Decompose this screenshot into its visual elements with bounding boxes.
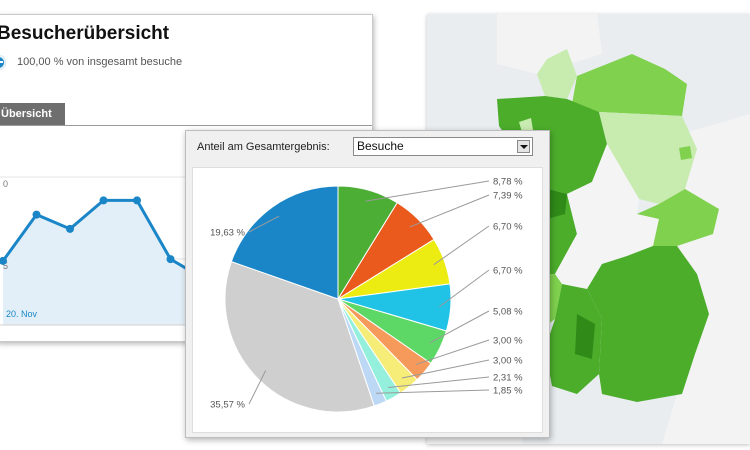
map-region-th <box>602 214 659 264</box>
pie-slice-label: 6,70 % <box>493 266 523 277</box>
pie-leader-line <box>402 359 490 379</box>
pie-slice-label: 7,39 % <box>493 191 523 202</box>
pie-slice-label: 19,63 % <box>210 228 245 239</box>
pie-leader-line <box>433 225 490 266</box>
visits-series-icon[interactable] <box>0 55 6 70</box>
map-region-mv <box>572 54 687 116</box>
pie-chart: 8,78 % 7,39 % 6,70 % 6,70 % 5,08 % 3,00 % 3,00… <box>210 177 523 413</box>
pie-slice[interactable] <box>224 260 375 413</box>
tab-divider <box>0 125 372 126</box>
pie-leader-line <box>388 376 490 388</box>
visits-line-chart: 0 5 20. Nov <box>0 176 192 326</box>
map-neighbor-north <box>497 14 602 74</box>
map-region-by <box>587 246 709 402</box>
chevron-down-icon[interactable] <box>517 140 530 153</box>
y-tick-label: 0 <box>3 179 8 189</box>
map-region-he <box>555 182 609 289</box>
tab-overview[interactable]: Übersicht <box>0 103 65 125</box>
pie-leader-line <box>429 310 490 344</box>
map-region-bw <box>545 284 602 394</box>
metric-select[interactable]: Besuche <box>353 137 533 156</box>
pie-leader-line <box>248 215 280 233</box>
pie-leader-line <box>439 269 490 308</box>
pie-leader-line <box>376 389 490 394</box>
map-region-sh <box>537 49 577 99</box>
pie-leader-line <box>415 339 490 366</box>
pie-slice-label: 2,31 % <box>493 373 523 384</box>
map-region-be <box>679 146 692 160</box>
share-pie-panel: Anteil am Gesamtergebnis: Besuche 8,78 %… <box>185 130 550 438</box>
visits-data-point[interactable] <box>32 210 41 219</box>
x-tick-label: 20. Nov <box>6 309 38 319</box>
visits-area <box>3 200 192 325</box>
map-region-bb <box>599 112 697 204</box>
visits-data-point[interactable] <box>99 196 108 205</box>
pie-slice-label: 3,00 % <box>493 356 523 367</box>
panel-subtitle: 100,00 % von insgesamt besuche <box>17 56 183 68</box>
pie-slice-label: 1,85 % <box>493 386 523 397</box>
panel-title: Besucherübersicht <box>0 23 170 44</box>
map-region-hb <box>519 118 533 132</box>
pie-slice-label: 3,00 % <box>493 336 523 347</box>
metric-select-value: Besuche <box>357 139 404 153</box>
pie-chart-area: 8,78 % 7,39 % 6,70 % 6,70 % 5,08 % 3,00 % 3,00… <box>192 167 543 433</box>
pie-slice-label: 5,08 % <box>493 307 523 318</box>
visits-data-point[interactable] <box>66 224 74 233</box>
pie-leader-line <box>409 194 490 228</box>
pie-leader-line <box>365 180 490 202</box>
visits-data-point[interactable] <box>166 255 175 264</box>
pie-slice[interactable] <box>230 185 339 300</box>
share-label: Anteil am Gesamtergebnis: <box>197 141 330 153</box>
pie-slice-label: 8,78 % <box>493 177 523 188</box>
map-region-bw-dark <box>575 314 595 359</box>
y-tick-label: 5 <box>3 261 8 271</box>
pie-leader-line <box>248 370 267 405</box>
visits-data-point[interactable] <box>133 196 141 205</box>
pie-slice-label: 6,70 % <box>493 222 523 233</box>
map-region-sn <box>637 189 719 246</box>
map-region-st <box>592 144 639 226</box>
pie-slice-label: 35,57 % <box>210 400 245 411</box>
visits-data-point[interactable] <box>0 256 7 265</box>
